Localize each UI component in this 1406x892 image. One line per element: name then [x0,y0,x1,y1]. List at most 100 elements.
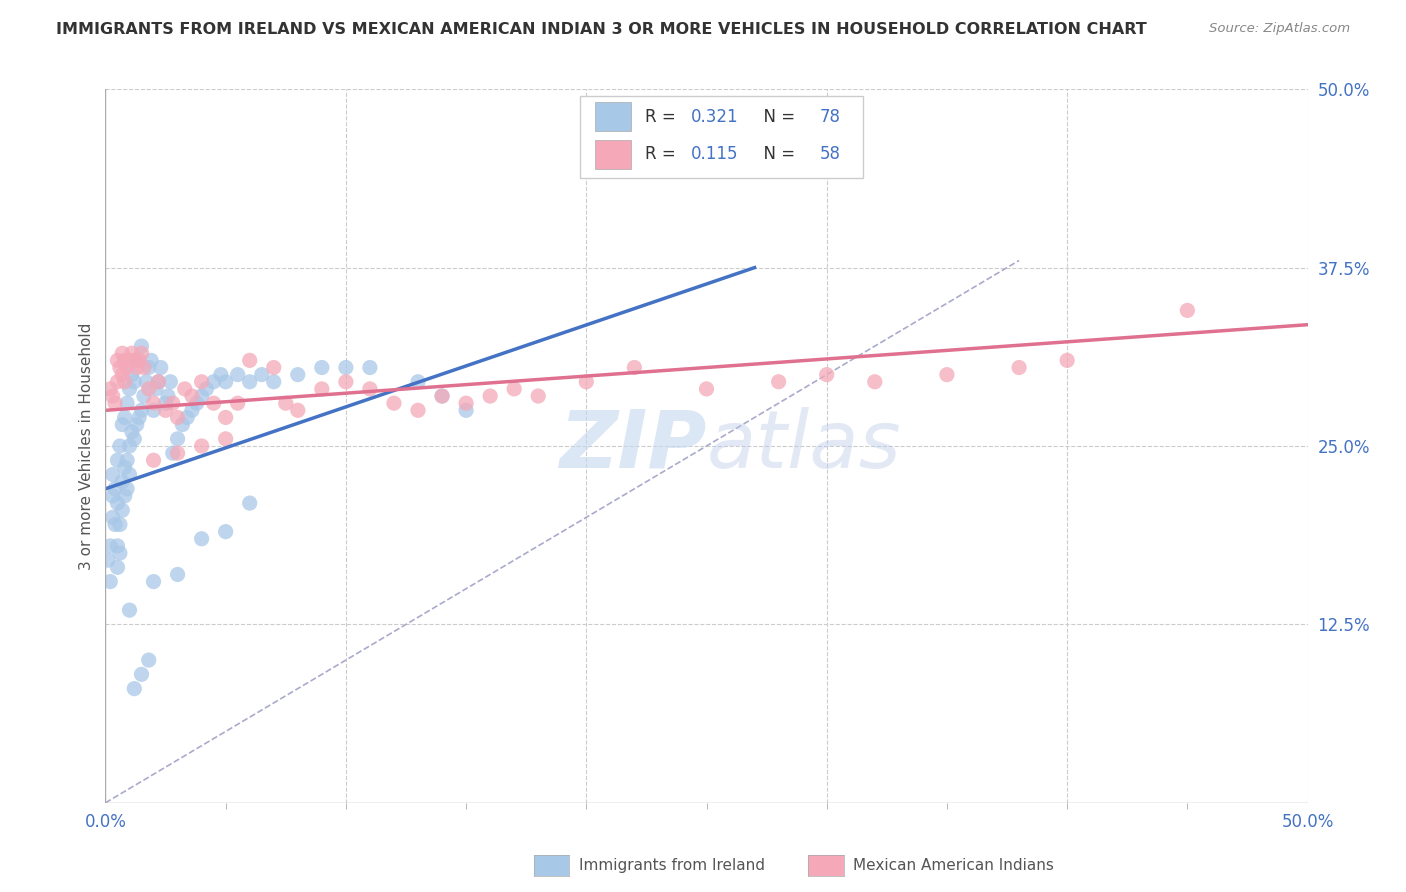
Point [132,360,155,375]
Point [181,389,204,403]
Point [104,517,127,532]
Point [107,375,129,389]
Point [111,475,134,489]
Point [155,396,177,410]
Point [575,375,598,389]
Point [115,396,138,410]
Point [124,681,146,696]
Point [454,403,477,417]
Point [263,375,285,389]
Point [406,375,429,389]
Point [101,489,124,503]
Point [335,375,357,389]
Point [209,368,232,382]
Point [131,667,153,681]
Point [815,368,838,382]
Point [1008,360,1031,375]
Point [121,425,143,439]
Point [274,396,297,410]
Point [190,389,212,403]
Point [131,346,153,360]
Point [131,339,153,353]
Point [125,353,148,368]
Point [250,368,273,382]
Point [132,389,155,403]
Point [98,574,121,589]
Point [148,375,170,389]
Point [454,396,477,410]
Point [142,574,165,589]
Point [186,396,208,410]
Point [98,539,121,553]
Point [359,360,381,375]
Text: ZIP: ZIP [560,407,707,485]
Point [135,375,157,389]
Point [108,517,131,532]
Point [142,453,165,467]
Point [863,375,886,389]
Point [111,503,134,517]
Point [155,403,177,417]
Point [108,546,131,560]
Point [503,382,526,396]
Point [115,482,138,496]
Point [125,417,148,432]
Point [97,553,120,567]
Point [124,353,146,368]
Point [239,353,262,368]
Text: 0.115: 0.115 [690,145,738,163]
Point [108,439,131,453]
Text: atlas: atlas [707,407,901,485]
Point [287,403,309,417]
Point [226,368,249,382]
Point [111,417,134,432]
Point [124,375,146,389]
Text: R =: R = [645,108,681,126]
Point [107,496,129,510]
Point [768,375,790,389]
Point [479,389,502,403]
Point [406,403,429,417]
Point [131,403,153,417]
Point [202,375,225,389]
Point [101,467,124,482]
Text: N =: N = [754,108,801,126]
Point [101,389,124,403]
Point [104,482,127,496]
Text: 78: 78 [820,108,841,126]
Point [107,453,129,467]
Point [1175,303,1198,318]
Point [173,382,195,396]
Point [359,382,381,396]
Point [190,439,212,453]
Point [430,389,453,403]
Point [148,375,170,389]
Point [623,360,645,375]
Point [101,510,124,524]
Point [118,603,141,617]
Point [936,368,959,382]
Point [176,410,198,425]
Point [118,467,141,482]
Point [128,353,150,368]
Point [214,410,236,425]
Point [114,375,136,389]
Point [118,353,141,368]
Point [190,375,212,389]
Point [118,439,141,453]
Point [195,382,218,396]
Point [166,446,188,460]
Point [111,368,134,382]
Point [121,346,143,360]
Text: 58: 58 [820,145,841,163]
Point [311,382,333,396]
Point [114,353,136,368]
Point [111,346,134,360]
Point [107,353,129,368]
Point [214,375,236,389]
Point [311,360,333,375]
Point [142,396,165,410]
Bar [595,140,631,169]
Point [430,389,453,403]
Point [162,446,184,460]
